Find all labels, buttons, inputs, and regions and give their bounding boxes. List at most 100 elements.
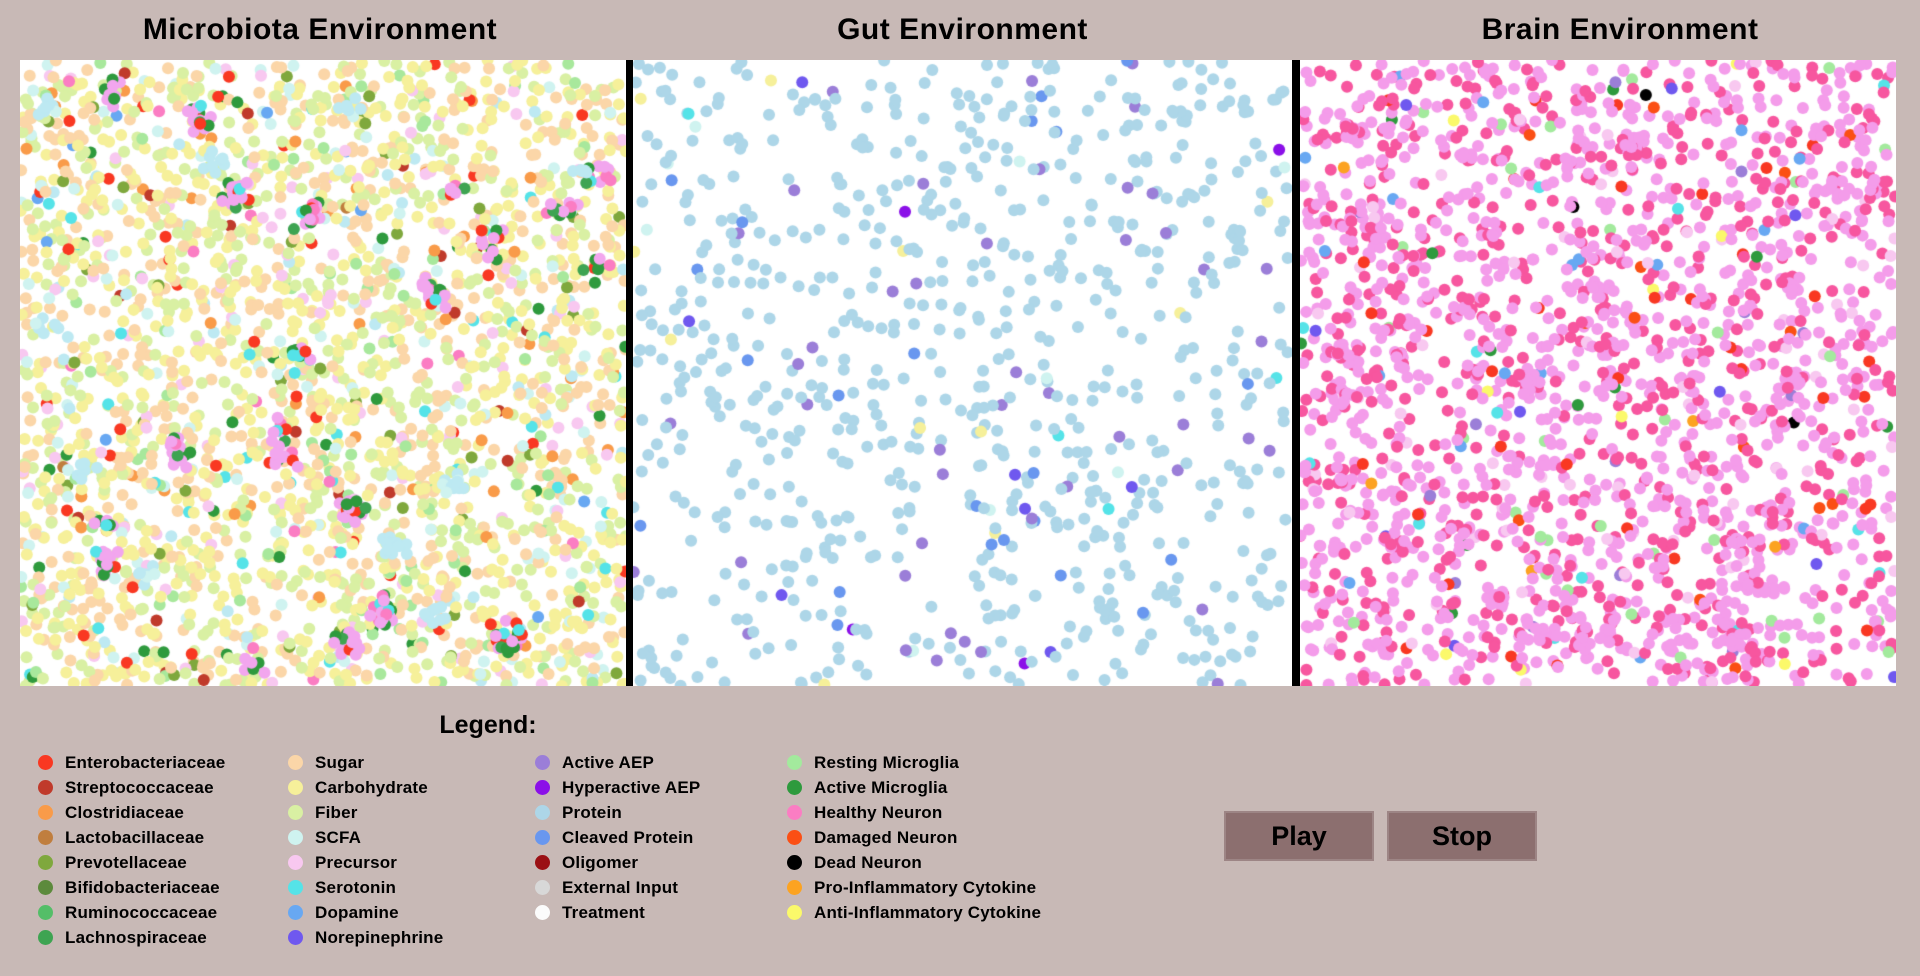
legend-item: External Input xyxy=(535,875,700,900)
gut-environment-view xyxy=(633,60,1292,686)
legend-item: SCFA xyxy=(288,825,443,850)
legend-swatch-streptococcaceae xyxy=(38,780,53,795)
legend-swatch-enterobacteriaceae xyxy=(38,755,53,770)
legend-item: Streptococcaceae xyxy=(38,775,225,800)
legend-label: Healthy Neuron xyxy=(814,802,943,822)
legend-swatch-carbohydrate xyxy=(288,780,303,795)
legend-swatch-sugar xyxy=(288,755,303,770)
legend-label: Enterobacteriaceae xyxy=(65,752,226,772)
legend-swatch-active-aep xyxy=(535,755,550,770)
legend-label: Anti-Inflammatory Cytokine xyxy=(814,902,1042,922)
legend-label: Bifidobacteriaceae xyxy=(65,877,220,897)
legend-label: Serotonin xyxy=(315,877,397,897)
legend-swatch-healthy-neuron xyxy=(787,805,802,820)
legend-swatch-pro-inflammatory-cytokine xyxy=(787,880,802,895)
legend-item: Resting Microglia xyxy=(787,750,1041,775)
legend-swatch-anti-inflammatory-cytokine xyxy=(787,905,802,920)
legend-swatch-oligomer xyxy=(535,855,550,870)
legend-swatch-damaged-neuron xyxy=(787,830,802,845)
legend-label: Dead Neuron xyxy=(814,852,922,872)
legend-label: Dopamine xyxy=(315,902,399,922)
legend-item: Clostridiaceae xyxy=(38,800,225,825)
legend-item: Healthy Neuron xyxy=(787,800,1041,825)
legend-item: Damaged Neuron xyxy=(787,825,1041,850)
legend-swatch-lactobacillaceae xyxy=(38,830,53,845)
legend-item: Prevotellaceae xyxy=(38,850,225,875)
legend-label: Cleaved Protein xyxy=(562,827,694,847)
legend-label: Ruminococcaceae xyxy=(65,902,218,922)
legend-column-proteins: Active AEP Hyperactive AEP Protein Cleaved … xyxy=(535,750,700,925)
legend-label: Carbohydrate xyxy=(315,777,428,797)
legend-swatch-lachnospiraceae xyxy=(38,930,53,945)
legend-item: Enterobacteriaceae xyxy=(38,750,225,775)
legend-label: Protein xyxy=(562,802,622,822)
legend-swatch-norepinephrine xyxy=(288,930,303,945)
legend-label: Fiber xyxy=(315,802,358,822)
legend-swatch-scfa xyxy=(288,830,303,845)
legend-item: Active AEP xyxy=(535,750,700,775)
legend-item: Bifidobacteriaceae xyxy=(38,875,225,900)
legend-swatch-clostridiaceae xyxy=(38,805,53,820)
legend-swatch-serotonin xyxy=(288,880,303,895)
legend-item: Serotonin xyxy=(288,875,443,900)
legend-swatch-hyperactive-aep xyxy=(535,780,550,795)
legend-label: Streptococcaceae xyxy=(65,777,214,797)
legend-item: Precursor xyxy=(288,850,443,875)
legend-column-bacteria: Enterobacteriaceae Streptococcaceae Clostr… xyxy=(38,750,225,950)
legend-column-neurons: Resting Microglia Active Microglia Healthy… xyxy=(787,750,1041,925)
stop-button[interactable]: Stop xyxy=(1387,811,1537,861)
microbiota-environment-view xyxy=(20,60,626,686)
legend-swatch-treatment xyxy=(535,905,550,920)
legend-item: Treatment xyxy=(535,900,700,925)
legend-item: Dopamine xyxy=(288,900,443,925)
environments-container xyxy=(20,60,1896,686)
legend-item: Fiber xyxy=(288,800,443,825)
legend-item: Pro-Inflammatory Cytokine xyxy=(787,875,1041,900)
legend-swatch-fiber xyxy=(288,805,303,820)
legend-label: Precursor xyxy=(315,852,398,872)
legend-item: Active Microglia xyxy=(787,775,1041,800)
legend-swatch-ruminococcaceae xyxy=(38,905,53,920)
legend-label: Clostridiaceae xyxy=(65,802,185,822)
panel-title-microbiota: Microbiota Environment xyxy=(142,13,498,46)
legend-item: Lactobacillaceae xyxy=(38,825,225,850)
legend-item: Sugar xyxy=(288,750,443,775)
legend-item: Dead Neuron xyxy=(787,850,1041,875)
legend-label: Damaged Neuron xyxy=(814,827,958,847)
legend-label: External Input xyxy=(562,877,679,897)
legend-swatch-active-microglia xyxy=(787,780,802,795)
legend-item: Cleaved Protein xyxy=(535,825,700,850)
legend-swatch-bifidobacteriaceae xyxy=(38,880,53,895)
legend-label: Prevotellaceae xyxy=(65,852,187,872)
play-button[interactable]: Play xyxy=(1224,811,1374,861)
panel-title-brain: Brain Environment xyxy=(1481,13,1759,46)
legend-label: Lactobacillaceae xyxy=(65,827,205,847)
legend-label: Norepinephrine xyxy=(315,927,444,947)
legend-item: Lachnospiraceae xyxy=(38,925,225,950)
legend-swatch-resting-microglia xyxy=(787,755,802,770)
legend-swatch-protein xyxy=(535,805,550,820)
legend-label: SCFA xyxy=(315,827,362,847)
brain-environment-view xyxy=(1300,60,1896,686)
legend-label: Treatment xyxy=(562,902,646,922)
legend-label: Active AEP xyxy=(562,752,655,772)
legend-swatch-external-input xyxy=(535,880,550,895)
legend-swatch-cleaved-protein xyxy=(535,830,550,845)
legend-label: Sugar xyxy=(315,752,365,772)
legend-item: Carbohydrate xyxy=(288,775,443,800)
legend-item: Oligomer xyxy=(535,850,700,875)
legend-column-metabolites: Sugar Carbohydrate Fiber SCFA Precursor Serot… xyxy=(288,750,443,950)
legend-item: Norepinephrine xyxy=(288,925,443,950)
legend-label: Oligomer xyxy=(562,852,639,872)
legend-swatch-prevotellaceae xyxy=(38,855,53,870)
legend-item: Hyperactive AEP xyxy=(535,775,700,800)
legend-label: Lachnospiraceae xyxy=(65,927,207,947)
legend-title: Legend: xyxy=(439,711,537,739)
legend-swatch-dopamine xyxy=(288,905,303,920)
legend-label: Hyperactive AEP xyxy=(562,777,701,797)
panel-title-gut: Gut Environment xyxy=(837,13,1088,46)
legend-label: Active Microglia xyxy=(814,777,948,797)
legend-item: Anti-Inflammatory Cytokine xyxy=(787,900,1041,925)
legend-item: Ruminococcaceae xyxy=(38,900,225,925)
